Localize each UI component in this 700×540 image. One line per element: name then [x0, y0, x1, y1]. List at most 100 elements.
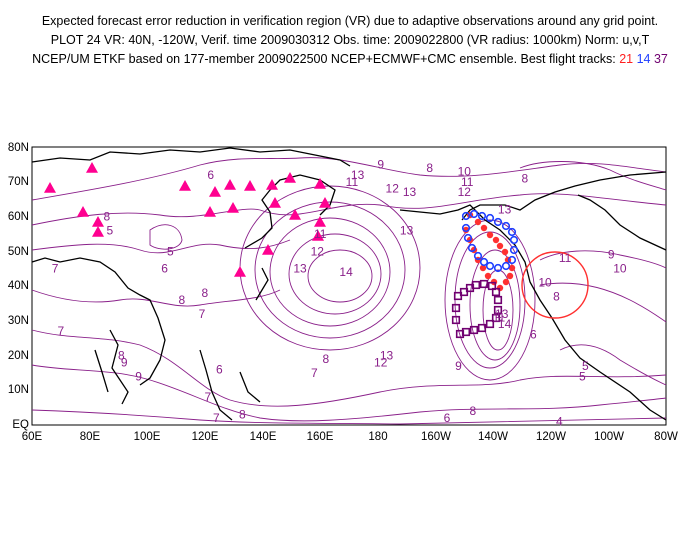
- contour-label: 5: [167, 244, 174, 258]
- contour-label: 8: [118, 349, 125, 363]
- observation-triangle: [269, 197, 281, 208]
- observation-triangle: [266, 179, 278, 190]
- track-point: [451, 303, 461, 313]
- lon-label-120e: 120E: [192, 431, 219, 443]
- observation-triangle: [92, 216, 104, 227]
- track-point: [507, 227, 517, 237]
- contour-label: 13: [400, 223, 414, 237]
- observation-triangle: [314, 178, 326, 189]
- observation-triangle: [312, 230, 324, 241]
- track-point: [493, 305, 503, 315]
- contour-label: 6: [530, 328, 537, 342]
- contour-label: 9: [608, 248, 615, 262]
- observation-triangle: [289, 209, 301, 220]
- observation-triangle: [44, 182, 56, 193]
- contour-label: 7: [311, 366, 318, 380]
- track-point: [485, 319, 495, 329]
- track-point: [469, 325, 479, 335]
- observation-triangle: [314, 216, 326, 227]
- lon-label-140e: 140E: [250, 431, 277, 443]
- lon-label-160w: 160W: [421, 431, 451, 443]
- contour-label: 13: [351, 168, 365, 182]
- contour-label: 6: [216, 362, 223, 376]
- contour-label: 12: [458, 185, 472, 199]
- observation-triangle: [284, 172, 296, 183]
- contour-label: 8: [104, 210, 111, 224]
- track-point: [485, 261, 495, 271]
- lat-label-80n: 80N: [8, 142, 29, 154]
- contour-label: 14: [498, 317, 512, 331]
- track-point: [461, 223, 471, 233]
- track-point: [496, 242, 504, 250]
- lat-label-10n: 10N: [8, 384, 29, 396]
- track-point: [501, 221, 511, 231]
- observation-triangle: [86, 162, 98, 173]
- track-point: [493, 295, 503, 305]
- lon-label-100e: 100E: [134, 431, 161, 443]
- track-point: [501, 261, 511, 271]
- track-point: [492, 236, 500, 244]
- track-point: [471, 280, 481, 290]
- flight-track-14: [461, 209, 519, 273]
- track-point: [479, 279, 489, 289]
- contour-label: 8: [521, 171, 528, 185]
- contour-label: 7: [57, 324, 64, 338]
- contour-label: 13: [495, 307, 509, 321]
- contour-label: 13: [403, 185, 417, 199]
- contour-label: 8: [179, 293, 186, 307]
- contour-label: 9: [377, 157, 384, 171]
- observation-triangle: [179, 180, 191, 191]
- track-point: [473, 251, 483, 261]
- track-point: [479, 264, 487, 272]
- contour-label: 6: [444, 411, 451, 425]
- flight-track-21: [462, 211, 516, 292]
- track-point: [485, 213, 495, 223]
- contour-label: 8: [239, 408, 246, 422]
- lon-label-60e: 60E: [22, 431, 43, 443]
- contour-label: 9: [455, 359, 462, 373]
- contour-label: 6: [161, 262, 168, 276]
- contour-label: 7: [213, 411, 220, 425]
- track-id-37: 37: [653, 52, 668, 66]
- observation-triangle: [244, 180, 256, 191]
- contour-label: 7: [52, 262, 59, 276]
- lon-label-80e: 80E: [80, 431, 101, 443]
- track-point: [509, 245, 519, 255]
- track-point: [508, 264, 516, 272]
- lon-label-80w: 80W: [654, 431, 678, 443]
- observation-triangle: [234, 266, 246, 277]
- contour-label: 11: [346, 175, 359, 189]
- contour-label: 12: [386, 182, 400, 196]
- observation-triangle: [77, 206, 89, 217]
- track-point: [469, 209, 479, 219]
- lat-label-40n: 40N: [8, 280, 29, 292]
- observation-triangle: [227, 202, 239, 213]
- verification-region-circle: [521, 251, 589, 319]
- contour-label: 5: [106, 223, 113, 237]
- track-id-21: 21: [619, 52, 634, 66]
- observation-triangle: [262, 244, 274, 255]
- map-frame: [31, 146, 667, 426]
- plot-header: Expected forecast error reduction in ver…: [0, 0, 700, 70]
- contour-label: 12: [374, 355, 388, 369]
- track-point: [491, 287, 501, 297]
- contour-label: 12: [311, 244, 325, 258]
- contour-label: 9: [135, 369, 142, 383]
- title-line-1: Expected forecast error reduction in ver…: [41, 14, 659, 28]
- contour-label: 9: [121, 355, 128, 369]
- observation-triangle: [319, 197, 331, 208]
- track-point: [501, 248, 509, 256]
- contour-label: 14: [339, 265, 353, 279]
- lat-label-20n: 20N: [8, 350, 29, 362]
- contour-label: 8: [202, 286, 209, 300]
- longitude-labels: 60E 80E 100E 120E 140E 160E 180 160W 140…: [22, 431, 678, 443]
- observation-triangle: [92, 226, 104, 237]
- latitude-labels: 80N 70N 60N 50N 40N 30N 20N 10N EQ: [8, 142, 29, 431]
- observation-triangle: [204, 206, 216, 217]
- track-point: [474, 218, 482, 226]
- contour-label: 8: [323, 352, 330, 366]
- lon-label-140w: 140W: [478, 431, 508, 443]
- contour-label: 11: [314, 227, 327, 241]
- contour-label: 10: [458, 164, 472, 178]
